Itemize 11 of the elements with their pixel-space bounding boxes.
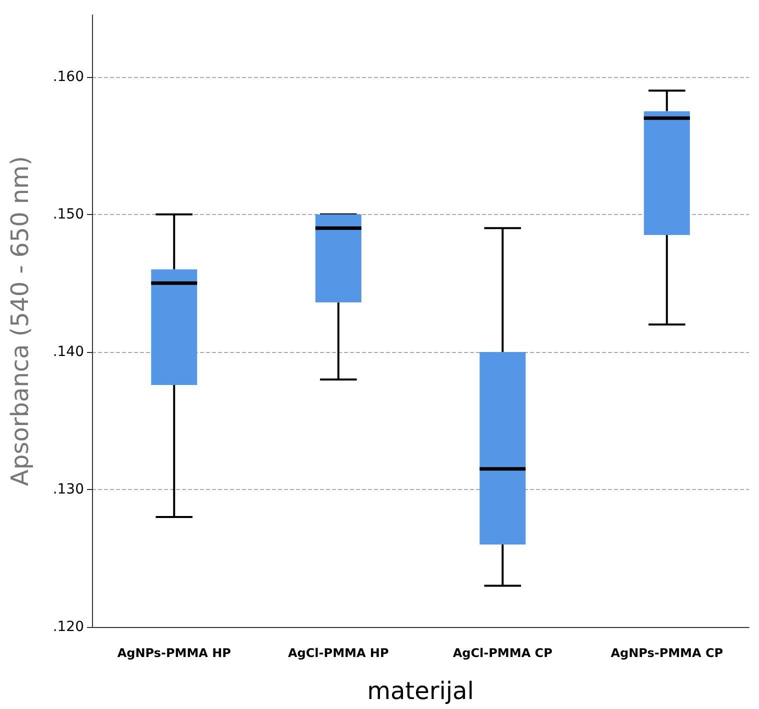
y-tick-label: .120 bbox=[52, 619, 84, 635]
y-tick-label: .130 bbox=[52, 481, 84, 498]
y-axis-title: Apsorbanca (540 - 650 nm) bbox=[6, 156, 34, 486]
x-tick-label: AgCl-PMMA HP bbox=[288, 646, 389, 660]
y-tick-label: .150 bbox=[52, 206, 84, 222]
x-tick-label: AgNPs-PMMA CP bbox=[610, 646, 724, 660]
y-tick-label: .140 bbox=[52, 344, 84, 360]
y-tick-label: .160 bbox=[52, 68, 84, 85]
x-tick-label: AgCl-PMMA CP bbox=[452, 646, 553, 660]
x-axis-title: materijal bbox=[367, 677, 474, 705]
x-tick-label: AgNPs-PMMA HP bbox=[117, 646, 232, 660]
